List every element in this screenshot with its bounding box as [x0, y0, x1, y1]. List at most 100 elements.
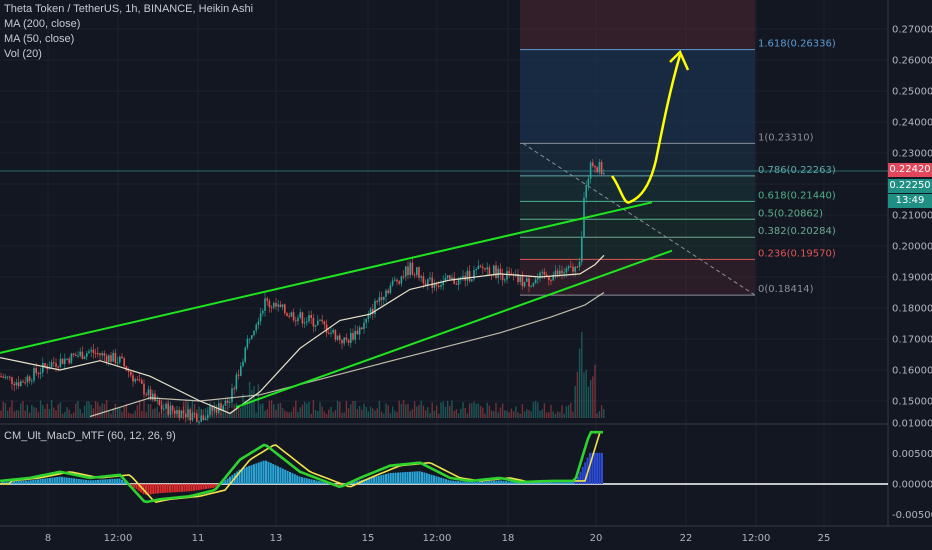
volume-bar	[565, 406, 568, 418]
macd-histogram-bar	[365, 478, 368, 484]
countdown-tag: 13:49	[888, 194, 932, 208]
volume-bar	[460, 408, 462, 418]
volume-bar	[424, 410, 427, 418]
candle-body	[422, 276, 425, 284]
volume-bar	[251, 389, 253, 418]
candle-body	[312, 317, 315, 327]
volume-bar	[37, 412, 40, 418]
macd-histogram-bar	[269, 462, 272, 484]
volume-bar	[587, 386, 590, 418]
candle-body	[378, 297, 381, 302]
candle-body	[350, 332, 352, 343]
macd-histogram-bar	[325, 482, 327, 484]
volume-bar	[246, 402, 249, 418]
fib-level-label: 0(0.18414)	[758, 284, 814, 295]
candle-body	[213, 407, 216, 411]
candle-body	[369, 308, 372, 314]
volume-bar	[523, 411, 526, 418]
candle-body	[35, 368, 37, 374]
volume-bar	[301, 404, 304, 418]
macd-histogram-bar	[214, 484, 217, 488]
volume-bar	[110, 413, 112, 418]
candle-body	[163, 408, 165, 410]
macd-legend[interactable]: CM_Ult_MacD_MTF (60, 12, 26, 9)	[4, 430, 176, 442]
volume-bar	[290, 411, 293, 418]
candle-body	[330, 332, 332, 334]
volume-bar	[207, 406, 209, 418]
candle-body	[114, 352, 117, 364]
candle-body	[97, 353, 99, 355]
candle-body	[374, 300, 376, 314]
candle-body	[108, 355, 110, 363]
volume-bar	[94, 401, 97, 418]
macd-histogram-bar	[596, 452, 599, 484]
volume-bar	[81, 413, 84, 418]
volume-bar	[13, 411, 15, 418]
candle-body	[424, 283, 427, 286]
time-axis-label: 11	[192, 533, 205, 544]
volume-bar	[314, 410, 317, 418]
candle-body	[171, 405, 174, 411]
volume-legend[interactable]: Vol (20)	[4, 48, 42, 60]
candle-body	[290, 312, 293, 317]
candle-body	[339, 335, 341, 341]
ma200-legend[interactable]: MA (200, close)	[4, 18, 81, 30]
macd-histogram-bar	[425, 473, 428, 484]
volume-bar	[86, 401, 88, 418]
volume-bar	[598, 411, 601, 418]
macd-histogram-bar	[459, 481, 462, 484]
candle-body	[127, 370, 130, 372]
volume-bar	[178, 413, 180, 418]
candle-body	[332, 330, 334, 333]
macd-histogram-bar	[185, 484, 188, 492]
volume-bar	[226, 402, 229, 418]
macd-histogram-bar	[200, 484, 203, 490]
volume-bar	[477, 403, 480, 418]
macd-histogram-bar	[574, 480, 577, 484]
macd-histogram-bar	[548, 482, 551, 484]
macd-histogram-bar	[63, 477, 66, 484]
ma50-legend[interactable]: MA (50, close)	[4, 33, 75, 45]
macd-histogram-bar	[581, 466, 584, 484]
candle-body	[262, 310, 264, 314]
volume-bar	[484, 413, 486, 418]
macd-histogram-bar	[466, 481, 469, 484]
candle-body	[427, 279, 429, 286]
volume-bar	[356, 409, 359, 418]
macd-histogram-bar	[363, 479, 366, 484]
candle-body	[119, 356, 121, 363]
volume-bar	[358, 406, 361, 418]
macd-histogram-bar	[464, 481, 467, 484]
volume-bar	[240, 407, 242, 418]
macd-histogram-bar	[113, 478, 116, 484]
time-axis-label: 22	[680, 533, 693, 544]
candle-body	[13, 383, 15, 386]
candle-body	[570, 266, 572, 268]
candle-body	[548, 276, 550, 280]
candle-body	[440, 285, 442, 287]
macd-histogram-bar	[123, 481, 126, 484]
volume-bar	[213, 401, 216, 418]
candle-body	[160, 405, 163, 410]
price-axis-label: 0.25000	[892, 87, 932, 98]
volume-bar	[365, 406, 367, 418]
macd-histogram-bar	[207, 484, 210, 489]
candle-body	[429, 277, 431, 280]
macd-histogram-bar	[116, 478, 119, 484]
volume-bar	[504, 410, 506, 418]
macd-histogram-bar	[313, 479, 315, 484]
volume-bar	[88, 401, 90, 418]
candle-body	[323, 321, 326, 325]
volume-bar	[369, 406, 372, 418]
volume-bar	[229, 412, 231, 418]
macd-histogram-bar	[171, 484, 174, 493]
candle-body	[297, 317, 299, 322]
volume-bar	[231, 410, 233, 418]
macd-histogram-bar	[176, 484, 179, 493]
macd-histogram-bar	[601, 452, 603, 484]
volume-bar	[182, 401, 185, 418]
macd-histogram-bar	[519, 482, 522, 484]
candle-body	[143, 383, 145, 395]
candle-body	[603, 173, 605, 175]
